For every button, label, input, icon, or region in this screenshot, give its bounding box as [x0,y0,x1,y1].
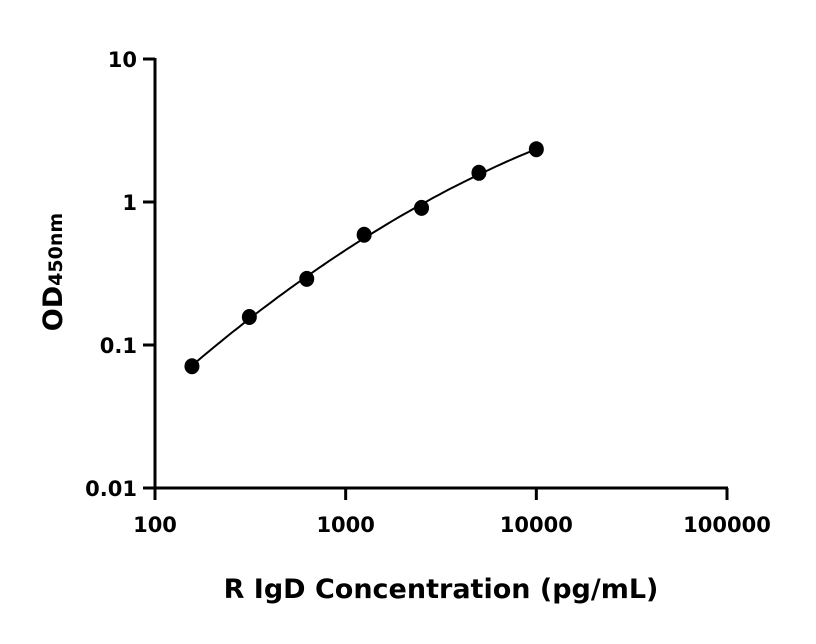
axes [143,57,729,500]
x-tick-label: 100 [133,513,177,537]
x-tick-label: 10000 [500,513,573,537]
y-tick-label: 10 [108,48,137,72]
x-tick-label: 1000 [316,513,374,537]
data-point [414,199,430,216]
y-axis-label: OD450nm [38,213,69,331]
x-tick-label: 100000 [683,513,771,537]
y-tick-label: 0.01 [85,477,137,501]
data-point [241,308,257,325]
y-tick-label: 1 [122,191,137,215]
y-axis-label-subscript: 450nm [45,213,67,286]
data-point [299,270,315,287]
data-point [184,358,200,375]
data-point [356,226,372,243]
x-axis-label: R IgD Concentration (pg/mL) [224,574,659,605]
y-tick-label: 0.1 [100,334,137,358]
fit-curve [191,148,537,367]
data-point [528,141,544,158]
tick-labels: 100 1000 10000 100000 0.01 0.1 1 10 [85,48,771,537]
data-point [471,164,487,181]
y-axis-label-main: OD [38,286,69,331]
data-points [184,141,544,375]
